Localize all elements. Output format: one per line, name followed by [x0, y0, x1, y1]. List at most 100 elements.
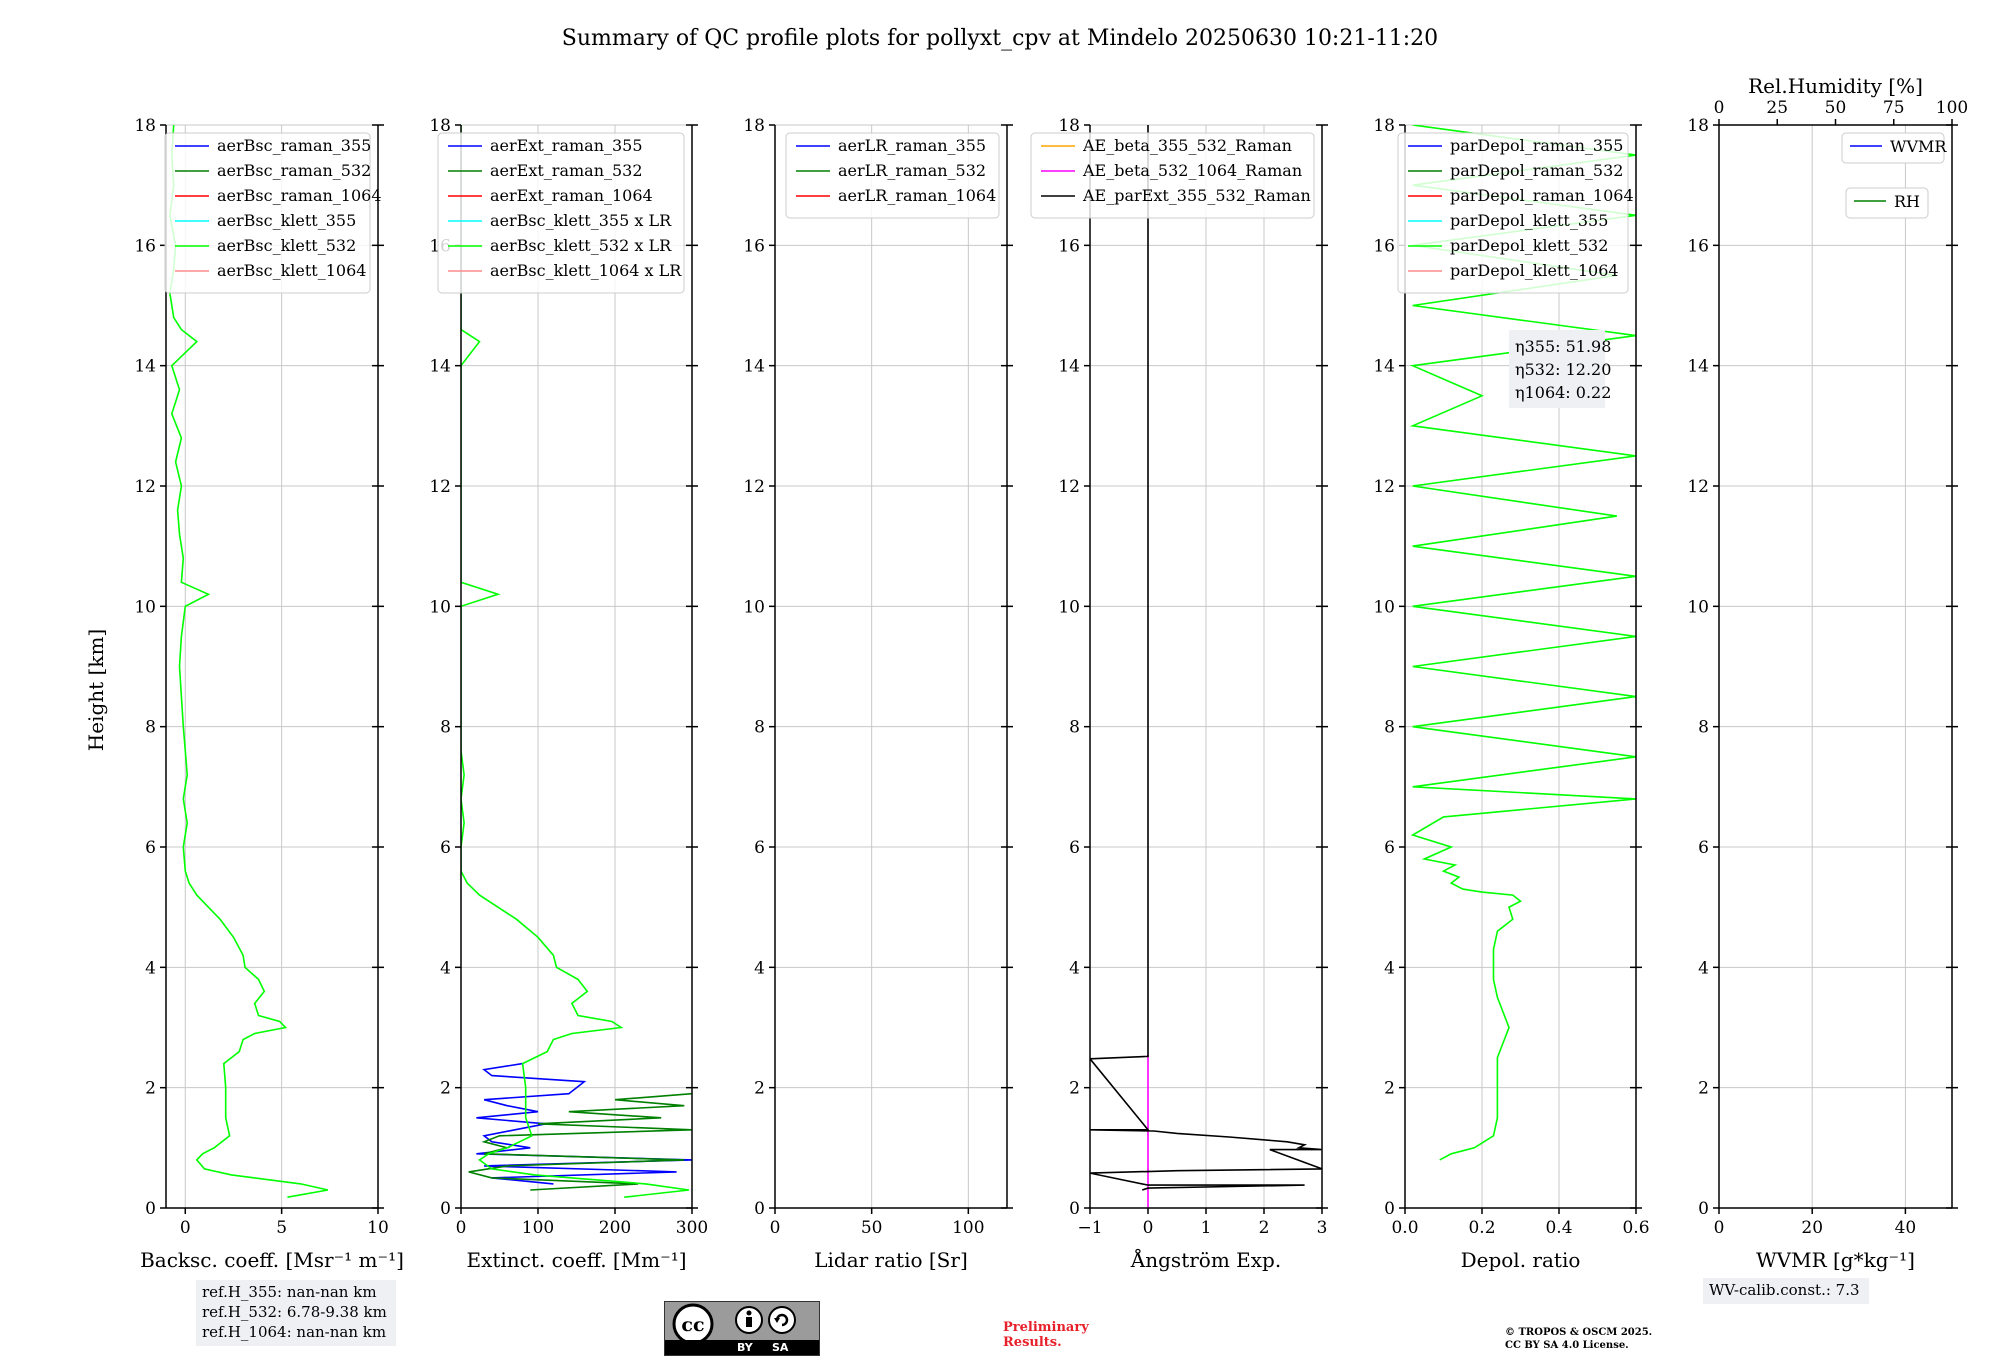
y-tick-label: 8	[440, 718, 451, 738]
cc-by-label: BY	[737, 1341, 753, 1354]
series-line-aerBsc_klett_532	[169, 125, 329, 1198]
x2-tick-label: 50	[1825, 98, 1847, 118]
y-tick-label: 16	[1058, 236, 1080, 256]
y-tick-label: 12	[429, 477, 451, 497]
legend-label: aerExt_raman_1064	[490, 186, 653, 205]
y-tick-label: 2	[1384, 1079, 1395, 1099]
legend-box	[1030, 132, 1315, 219]
x-tick-label: 50	[861, 1218, 883, 1238]
series-line-aerBsc_klett_532 x LR	[461, 125, 690, 1198]
legend-box	[437, 132, 685, 294]
preliminary-line-2: Results.	[1003, 1335, 1062, 1350]
x-tick-label: 0.2	[1468, 1218, 1495, 1238]
y-tick-label: 0	[754, 1199, 765, 1219]
x-tick-label: 10	[367, 1218, 389, 1238]
legend-label: aerBsc_klett_1064	[217, 261, 366, 280]
x-axis-label: Backsc. coeff. [Msr⁻¹ m⁻¹]	[140, 1248, 404, 1272]
y-tick-label: 16	[134, 236, 156, 256]
x-axis-label: Lidar ratio [Sr]	[814, 1248, 968, 1272]
legend-label: aerBsc_klett_1064 x LR	[490, 261, 682, 280]
legend-label: aerLR_raman_1064	[838, 186, 996, 205]
y-tick-label: 10	[743, 597, 765, 617]
y-tick-label: 6	[754, 838, 765, 858]
y-tick-label: 12	[134, 477, 156, 497]
y-tick-label: 10	[1687, 597, 1709, 617]
x-tick-label: 1	[1201, 1218, 1212, 1238]
x-tick-label: 200	[599, 1218, 631, 1238]
y-tick-label: 18	[1687, 116, 1709, 136]
y-tick-label: 6	[1384, 838, 1395, 858]
legend-label: AE_beta_532_1064_Raman	[1082, 161, 1302, 180]
y-tick-label: 18	[1373, 116, 1395, 136]
x-tick-label: 100	[952, 1218, 984, 1238]
y-tick-label: 8	[1384, 718, 1395, 738]
svg-text:cc: cc	[681, 1314, 704, 1336]
y-tick-label: 6	[1698, 838, 1709, 858]
y-tick-label: 0	[145, 1199, 156, 1219]
y-tick-label: 4	[1069, 958, 1080, 978]
y-tick-label: 16	[1687, 236, 1709, 256]
x-tick-label: 300	[676, 1218, 708, 1238]
x-tick-label: 0	[1143, 1218, 1154, 1238]
y-tick-label: 2	[1698, 1079, 1709, 1099]
y-tick-label: 6	[145, 838, 156, 858]
x-tick-label: 3	[1317, 1218, 1328, 1238]
legend-label: aerExt_raman_532	[490, 161, 643, 180]
y-tick-label: 0	[1384, 1199, 1395, 1219]
y-tick-label: 4	[1384, 958, 1395, 978]
ref-height-1064: ref.H_1064: nan-nan km	[202, 1323, 387, 1341]
x2-tick-label: 25	[1766, 98, 1788, 118]
x-tick-label: 0.0	[1391, 1218, 1418, 1238]
y-tick-label: 14	[134, 357, 156, 377]
y-tick-label: 10	[429, 597, 451, 617]
legend-label: RH	[1894, 192, 1920, 211]
y-tick-label: 14	[743, 357, 765, 377]
x-tick-label: 40	[1895, 1218, 1917, 1238]
x2-tick-label: 100	[1936, 98, 1968, 118]
eta-annotation-line: η532: 12.20	[1515, 360, 1611, 379]
eta-annotation-box	[1509, 330, 1605, 408]
legend-label: parDepol_raman_1064	[1450, 186, 1634, 205]
y-tick-label: 4	[145, 958, 156, 978]
reference-height-box: ref.H_355: nan-nan km ref.H_532: 6.78-9.…	[196, 1280, 396, 1346]
y-tick-label: 12	[1058, 477, 1080, 497]
y-tick-label: 4	[754, 958, 765, 978]
legend-label: aerBsc_raman_532	[217, 161, 371, 180]
subplot-2: 0246810121416180100200300Extinct. coeff.…	[429, 116, 708, 1272]
y-tick-label: 2	[1069, 1079, 1080, 1099]
y-tick-label: 14	[1687, 357, 1709, 377]
y-tick-label: 12	[1373, 477, 1395, 497]
y-tick-label: 14	[429, 357, 451, 377]
legend-label: aerBsc_klett_532	[217, 236, 356, 255]
x-tick-label: 0	[180, 1218, 191, 1238]
y-tick-label: 10	[134, 597, 156, 617]
subplot-3: 0 2 4 6 8 10 12 14 16 18 0 50 100 Lidar ratio [Sr] aer…	[743, 116, 1013, 1272]
legend-label: aerBsc_raman_1064	[217, 186, 382, 205]
preliminary-results-note: Preliminary Results.	[1003, 1320, 1089, 1350]
y-tick-label: 18	[1058, 116, 1080, 136]
y-tick-label: 8	[754, 718, 765, 738]
y-tick-label: 12	[743, 477, 765, 497]
legend-label: WVMR	[1890, 137, 1947, 156]
y-tick-label: 12	[1687, 477, 1709, 497]
legend-label: parDepol_raman_532	[1450, 161, 1623, 180]
legend-box	[164, 132, 371, 294]
y-tick-label: 0	[1698, 1199, 1709, 1219]
y-tick-label: 4	[440, 958, 451, 978]
legend-label: AE_parExt_355_532_Raman	[1082, 186, 1311, 205]
y-tick-label: 6	[440, 838, 451, 858]
y-tick-label: 18	[743, 116, 765, 136]
ref-height-355: ref.H_355: nan-nan km	[202, 1283, 377, 1301]
y-tick-label: 14	[1373, 357, 1395, 377]
copyright-note: © TROPOS & OSCM 2025. CC BY SA 4.0 Licen…	[1505, 1326, 1652, 1352]
legend-label: aerBsc_klett_355 x LR	[490, 211, 672, 230]
legend-label: parDepol_raman_355	[1450, 136, 1623, 155]
y-tick-label: 18	[134, 116, 156, 136]
x-tick-label: 2	[1259, 1218, 1270, 1238]
legend-label: aerBsc_klett_355	[217, 211, 356, 230]
legend-box	[785, 132, 1000, 219]
cc-badge-bar: BY SA	[665, 1340, 819, 1355]
preliminary-line-1: Preliminary	[1003, 1320, 1089, 1335]
legend-label: aerBsc_klett_532 x LR	[490, 236, 672, 255]
